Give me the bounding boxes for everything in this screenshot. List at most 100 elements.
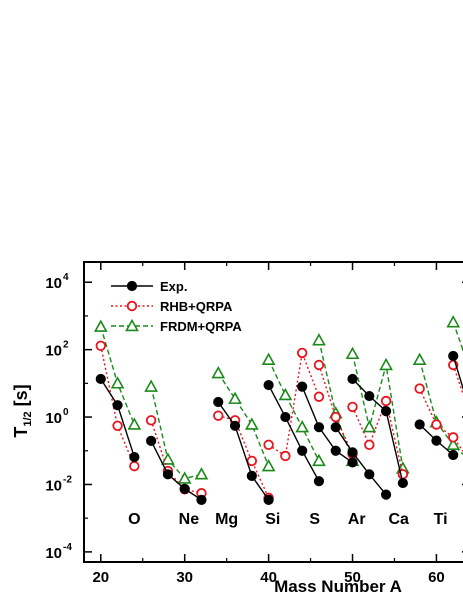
series-line bbox=[351, 398, 404, 475]
x-tick-label: 40 bbox=[260, 569, 277, 586]
y-tick-label: 10 bbox=[45, 275, 62, 292]
series-line bbox=[452, 355, 463, 391]
data-point bbox=[446, 315, 461, 328]
x-axis-ticks: 20 30 40 50 60 bbox=[92, 262, 445, 586]
data-point bbox=[431, 435, 442, 446]
data-point bbox=[129, 460, 140, 472]
data-point bbox=[412, 352, 427, 365]
series-line bbox=[218, 414, 270, 499]
data-point bbox=[261, 352, 276, 365]
legend-item: RHB+QRPA bbox=[111, 299, 233, 314]
series-layer bbox=[93, 315, 463, 505]
data-point bbox=[246, 470, 257, 481]
data-point bbox=[414, 383, 425, 394]
data-point bbox=[95, 340, 106, 351]
element-label: Si bbox=[265, 511, 280, 528]
data-point bbox=[448, 432, 459, 443]
legend-item: Exp. bbox=[111, 279, 187, 294]
x-tick-label: 30 bbox=[176, 569, 193, 586]
data-point bbox=[313, 476, 325, 487]
data-point bbox=[144, 379, 158, 392]
data-point bbox=[213, 396, 224, 408]
series-line bbox=[150, 420, 202, 494]
data-point bbox=[161, 452, 175, 465]
data-point bbox=[380, 406, 392, 417]
y-tick-exponent: 2 bbox=[63, 340, 69, 351]
data-point bbox=[295, 420, 310, 433]
data-point bbox=[278, 387, 293, 401]
x-tick-label: 50 bbox=[344, 569, 361, 586]
data-point bbox=[112, 400, 123, 411]
element-label: Ne bbox=[179, 511, 200, 528]
data-point bbox=[263, 439, 274, 451]
series-line bbox=[150, 440, 202, 501]
data-point bbox=[364, 469, 375, 480]
data-point bbox=[330, 422, 341, 433]
data-point bbox=[313, 391, 325, 402]
y-axis-label: T1/2 [s] bbox=[11, 384, 34, 437]
plot-border bbox=[83, 261, 463, 563]
x-tick-label: 60 bbox=[428, 569, 445, 586]
data-point bbox=[431, 419, 442, 430]
series-line bbox=[217, 401, 270, 501]
data-point bbox=[297, 445, 308, 456]
series-line bbox=[100, 378, 136, 458]
y-tick-label: 10 bbox=[45, 477, 62, 494]
data-point bbox=[95, 373, 106, 385]
data-point bbox=[313, 422, 325, 433]
data-point bbox=[379, 357, 393, 371]
data-point bbox=[177, 471, 192, 484]
data-point bbox=[110, 376, 125, 389]
series-frdm-qrpa bbox=[93, 315, 463, 484]
data-point bbox=[345, 346, 360, 360]
data-point bbox=[145, 415, 157, 426]
series-exp- bbox=[95, 350, 463, 505]
series-line bbox=[217, 372, 270, 467]
data-point bbox=[347, 457, 358, 468]
data-point bbox=[364, 439, 375, 451]
y-tick-label: 10 bbox=[45, 343, 62, 360]
series-line bbox=[301, 386, 353, 464]
data-point bbox=[448, 350, 459, 362]
element-label: Ar bbox=[348, 511, 366, 528]
series-rhb-qrpa bbox=[95, 340, 463, 504]
legend-label: Exp. bbox=[160, 279, 187, 294]
data-point bbox=[211, 366, 226, 379]
data-point bbox=[93, 319, 108, 332]
data-point bbox=[246, 455, 258, 467]
data-point bbox=[194, 467, 209, 480]
data-point bbox=[263, 379, 274, 391]
data-point bbox=[347, 373, 358, 385]
data-point bbox=[330, 445, 341, 456]
data-point bbox=[261, 458, 276, 472]
series-line bbox=[419, 388, 463, 453]
data-point bbox=[312, 333, 326, 346]
series-line bbox=[351, 353, 404, 469]
data-point bbox=[330, 411, 341, 423]
y-tick-exponent: 4 bbox=[63, 272, 69, 283]
legend-marker bbox=[126, 280, 138, 292]
data-point bbox=[280, 450, 291, 462]
element-label: Mg bbox=[215, 511, 238, 528]
data-point bbox=[448, 449, 459, 461]
data-point bbox=[213, 410, 224, 421]
y-tick-exponent: -2 bbox=[63, 474, 72, 485]
data-point bbox=[179, 483, 190, 494]
legend-marker bbox=[126, 300, 138, 312]
series-line bbox=[418, 359, 463, 456]
element-labels: O Ne Mg Si S Ar Ca Ti bbox=[128, 511, 447, 528]
data-point bbox=[347, 401, 358, 413]
series-line bbox=[267, 384, 320, 482]
series-line bbox=[352, 378, 404, 484]
data-point bbox=[362, 420, 377, 433]
legend: Exp. RHB+QRPA FRDM+QRPA bbox=[111, 279, 242, 334]
series-line bbox=[150, 386, 202, 480]
legend-marker bbox=[125, 318, 139, 332]
legend-label: RHB+QRPA bbox=[160, 299, 233, 314]
y-axis-label-text: T1/2 [s] bbox=[11, 384, 34, 437]
x-tick-label: 20 bbox=[92, 569, 109, 586]
data-point bbox=[146, 435, 157, 446]
data-point bbox=[263, 494, 274, 505]
element-label: Ca bbox=[388, 511, 409, 528]
data-point bbox=[196, 494, 207, 505]
